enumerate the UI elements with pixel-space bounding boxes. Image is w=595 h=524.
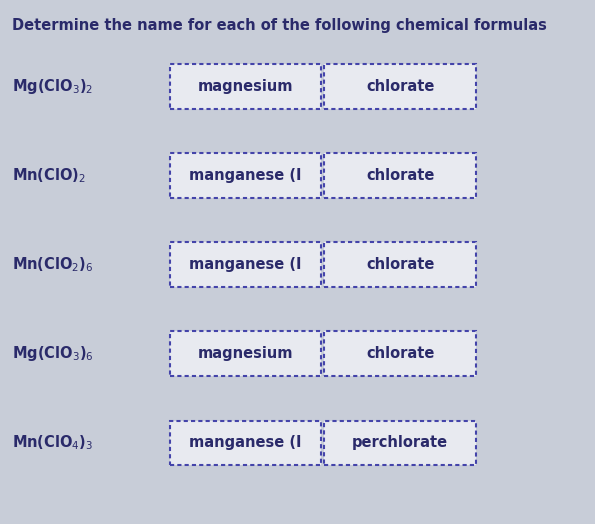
Text: Mn(ClO$_4$)$_3$: Mn(ClO$_4$)$_3$ [12,433,93,452]
Bar [170,153,321,198]
Bar [324,153,476,198]
Text: manganese (I: manganese (I [189,257,302,272]
Bar [324,64,476,109]
Bar [324,242,476,287]
Text: manganese (I: manganese (I [189,435,302,450]
Text: chlorate: chlorate [366,79,434,94]
Text: magnesium: magnesium [198,346,293,361]
Bar [324,420,476,465]
Text: Mn(ClO)$_2$: Mn(ClO)$_2$ [12,166,86,185]
Text: Mg(ClO$_3$)$_6$: Mg(ClO$_3$)$_6$ [12,344,93,363]
Bar [170,420,321,465]
Bar [324,331,476,376]
Text: magnesium: magnesium [198,79,293,94]
Text: Mn(ClO$_2$)$_6$: Mn(ClO$_2$)$_6$ [12,255,93,274]
Text: perchlorate: perchlorate [352,435,448,450]
Text: manganese (I: manganese (I [189,168,302,183]
Text: Determine the name for each of the following chemical formulas: Determine the name for each of the follo… [12,18,547,34]
Text: Mg(ClO$_3$)$_2$: Mg(ClO$_3$)$_2$ [12,77,93,96]
Bar [170,242,321,287]
Bar [170,331,321,376]
Text: chlorate: chlorate [366,168,434,183]
Text: chlorate: chlorate [366,346,434,361]
Text: chlorate: chlorate [366,257,434,272]
Bar [170,64,321,109]
